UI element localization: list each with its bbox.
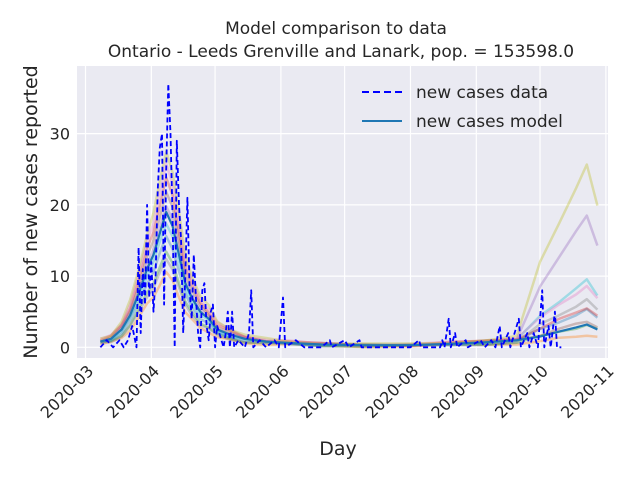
x-tick-labels: 2020-03 2020-04 2020-05 2020-06 2020-07 2020-… xyxy=(37,361,618,422)
data-line xyxy=(99,82,562,349)
y-tick-label-2: 20 xyxy=(50,196,70,215)
ensemble-line-8 xyxy=(100,257,599,348)
y-tick-labels: 0 10 20 30 xyxy=(50,125,70,358)
x-tick-label-8: 2020-11 xyxy=(557,361,618,422)
x-tick-label-3: 2020-06 xyxy=(232,361,293,422)
x-axis-label: Day xyxy=(319,438,357,460)
y-axis-label: Number of new cases reported xyxy=(20,65,42,358)
legend: new cases data new cases model xyxy=(362,83,563,132)
chart-title: Model comparison to data xyxy=(225,19,447,39)
x-tick-label-7: 2020-10 xyxy=(491,361,552,422)
y-tick-label-1: 10 xyxy=(50,267,70,286)
x-tick-label-1: 2020-04 xyxy=(102,361,163,422)
x-tick-label-4: 2020-07 xyxy=(296,361,357,422)
x-tick-label-5: 2020-08 xyxy=(362,361,423,422)
legend-label-data: new cases data xyxy=(416,83,548,103)
x-tick-label-0: 2020-03 xyxy=(37,361,98,422)
ensemble-line-0 xyxy=(100,270,598,349)
y-tick-label-3: 30 xyxy=(50,125,70,144)
x-tick-label-2: 2020-05 xyxy=(166,361,227,422)
series-lines xyxy=(99,82,598,349)
legend-label-model: new cases model xyxy=(416,112,563,132)
grid-lines xyxy=(77,66,608,358)
x-tick-label-6: 2020-09 xyxy=(427,361,488,422)
chart-subtitle: Ontario - Leeds Grenville and Lanark, po… xyxy=(108,42,574,62)
ensemble-line-7 xyxy=(99,162,599,347)
y-tick-label-0: 0 xyxy=(60,338,70,357)
